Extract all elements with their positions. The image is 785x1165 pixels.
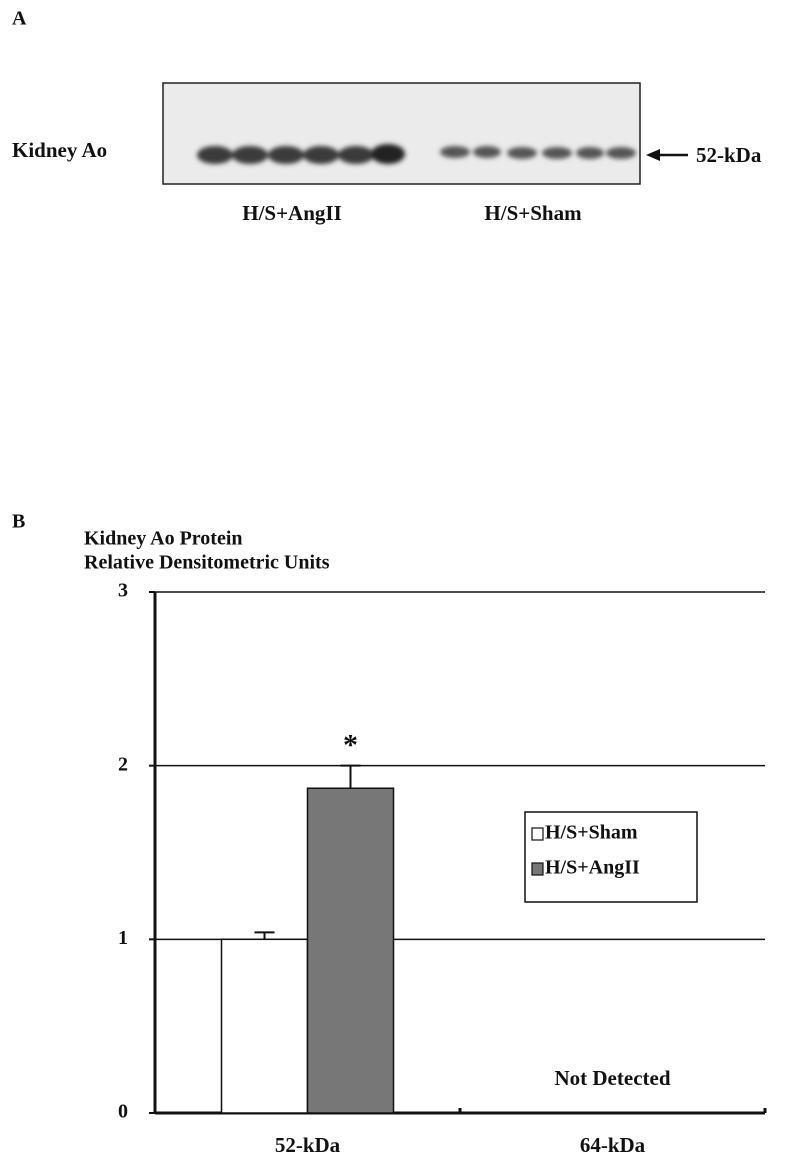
panel-label: A: [12, 8, 27, 30]
y-tick-label: 0: [118, 1101, 128, 1123]
arrow: [646, 149, 688, 161]
legend-label: H/S+Sham: [545, 822, 638, 844]
significance-mark: *: [343, 729, 358, 762]
band-label: 52-kDa: [696, 143, 762, 167]
x-tick-label: 64-kDa: [580, 1133, 646, 1157]
blot: [163, 83, 640, 184]
lane-group: H/S+Sham: [484, 201, 582, 225]
legend-label: H/S+AngII: [545, 857, 640, 879]
row-label: Kidney Ao: [12, 138, 107, 162]
annotation: Not Detected: [554, 1066, 670, 1090]
legend-swatch: [532, 828, 543, 840]
y-tick-label: 1: [118, 927, 128, 949]
y-axis-label: Relative Densitometric Units: [84, 552, 330, 574]
bar: [308, 788, 394, 1113]
bar: [222, 939, 308, 1113]
chart-title: Kidney Ao Protein: [84, 528, 243, 550]
figure: A Kidney Ao 52-kDa H/S+AngII H/S+Sham B …: [0, 0, 785, 1165]
x-tick-label: 52-kDa: [275, 1133, 341, 1157]
y-tick-label: 3: [118, 580, 128, 602]
y-tick-label: 2: [118, 753, 128, 775]
panel-label: B: [12, 511, 25, 533]
legend-swatch: [532, 863, 543, 875]
lane-group: H/S+AngII: [242, 201, 342, 225]
